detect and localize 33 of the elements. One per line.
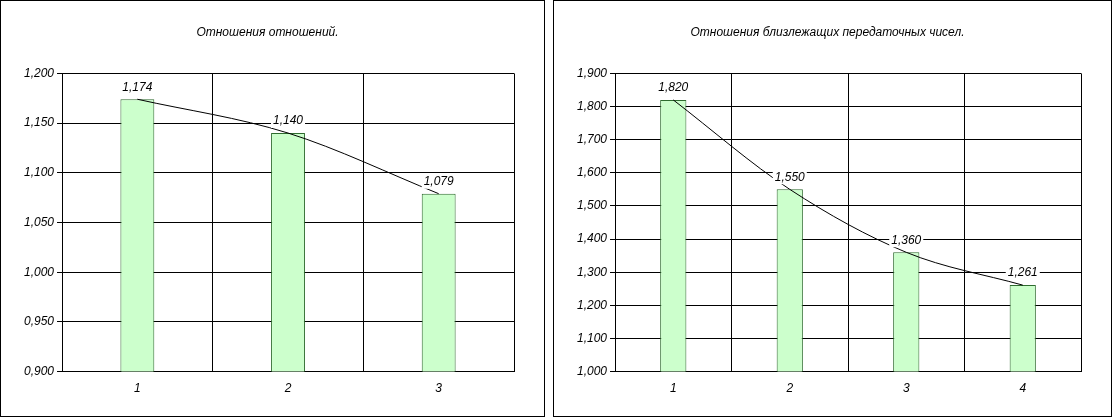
data-label: 1,079 (423, 174, 455, 189)
y-tick-label: 0,950 (24, 314, 55, 329)
data-label: 1,820 (658, 80, 689, 95)
y-tick-label: 1,700 (577, 132, 608, 147)
y-tick-label: 1,050 (24, 214, 55, 229)
y-tick-label: 1,600 (577, 165, 608, 180)
data-label: 1,174 (122, 79, 153, 94)
y-tick-label: 1,100 (24, 165, 55, 180)
y-tick-label: 1,500 (577, 198, 608, 213)
x-tick-label: 1 (669, 381, 677, 396)
y-tick-label: 1,800 (577, 98, 608, 113)
chart-title: Отношения близлежащих передаточных чисел. (690, 24, 965, 39)
y-tick-label: 1,200 (577, 297, 608, 312)
data-label: 1,140 (273, 113, 304, 128)
y-tick-label: 1,000 (577, 363, 608, 378)
y-tick-label: 0,900 (24, 363, 55, 378)
x-tick-label: 1 (134, 381, 141, 396)
x-tick-label: 4 (1019, 381, 1027, 396)
y-tick-label: 1,100 (577, 330, 608, 345)
chart-title: Отношения отношений. (196, 24, 339, 39)
x-tick-label: 3 (435, 381, 443, 396)
data-label: 1,261 (1007, 265, 1038, 280)
x-tick-label: 2 (283, 381, 292, 396)
y-tick-label: 1,150 (24, 115, 55, 130)
y-tick-label: 1,900 (577, 65, 608, 80)
y-tick-label: 1,300 (577, 264, 608, 279)
x-tick-label: 3 (902, 381, 910, 396)
y-tick-label: 1,400 (577, 231, 608, 246)
data-label: 1,550 (774, 169, 806, 184)
y-tick-label: 1,000 (24, 264, 55, 279)
data-label: 1,360 (891, 232, 922, 247)
y-tick-label: 1,200 (24, 65, 55, 80)
x-tick-label: 2 (785, 381, 794, 396)
